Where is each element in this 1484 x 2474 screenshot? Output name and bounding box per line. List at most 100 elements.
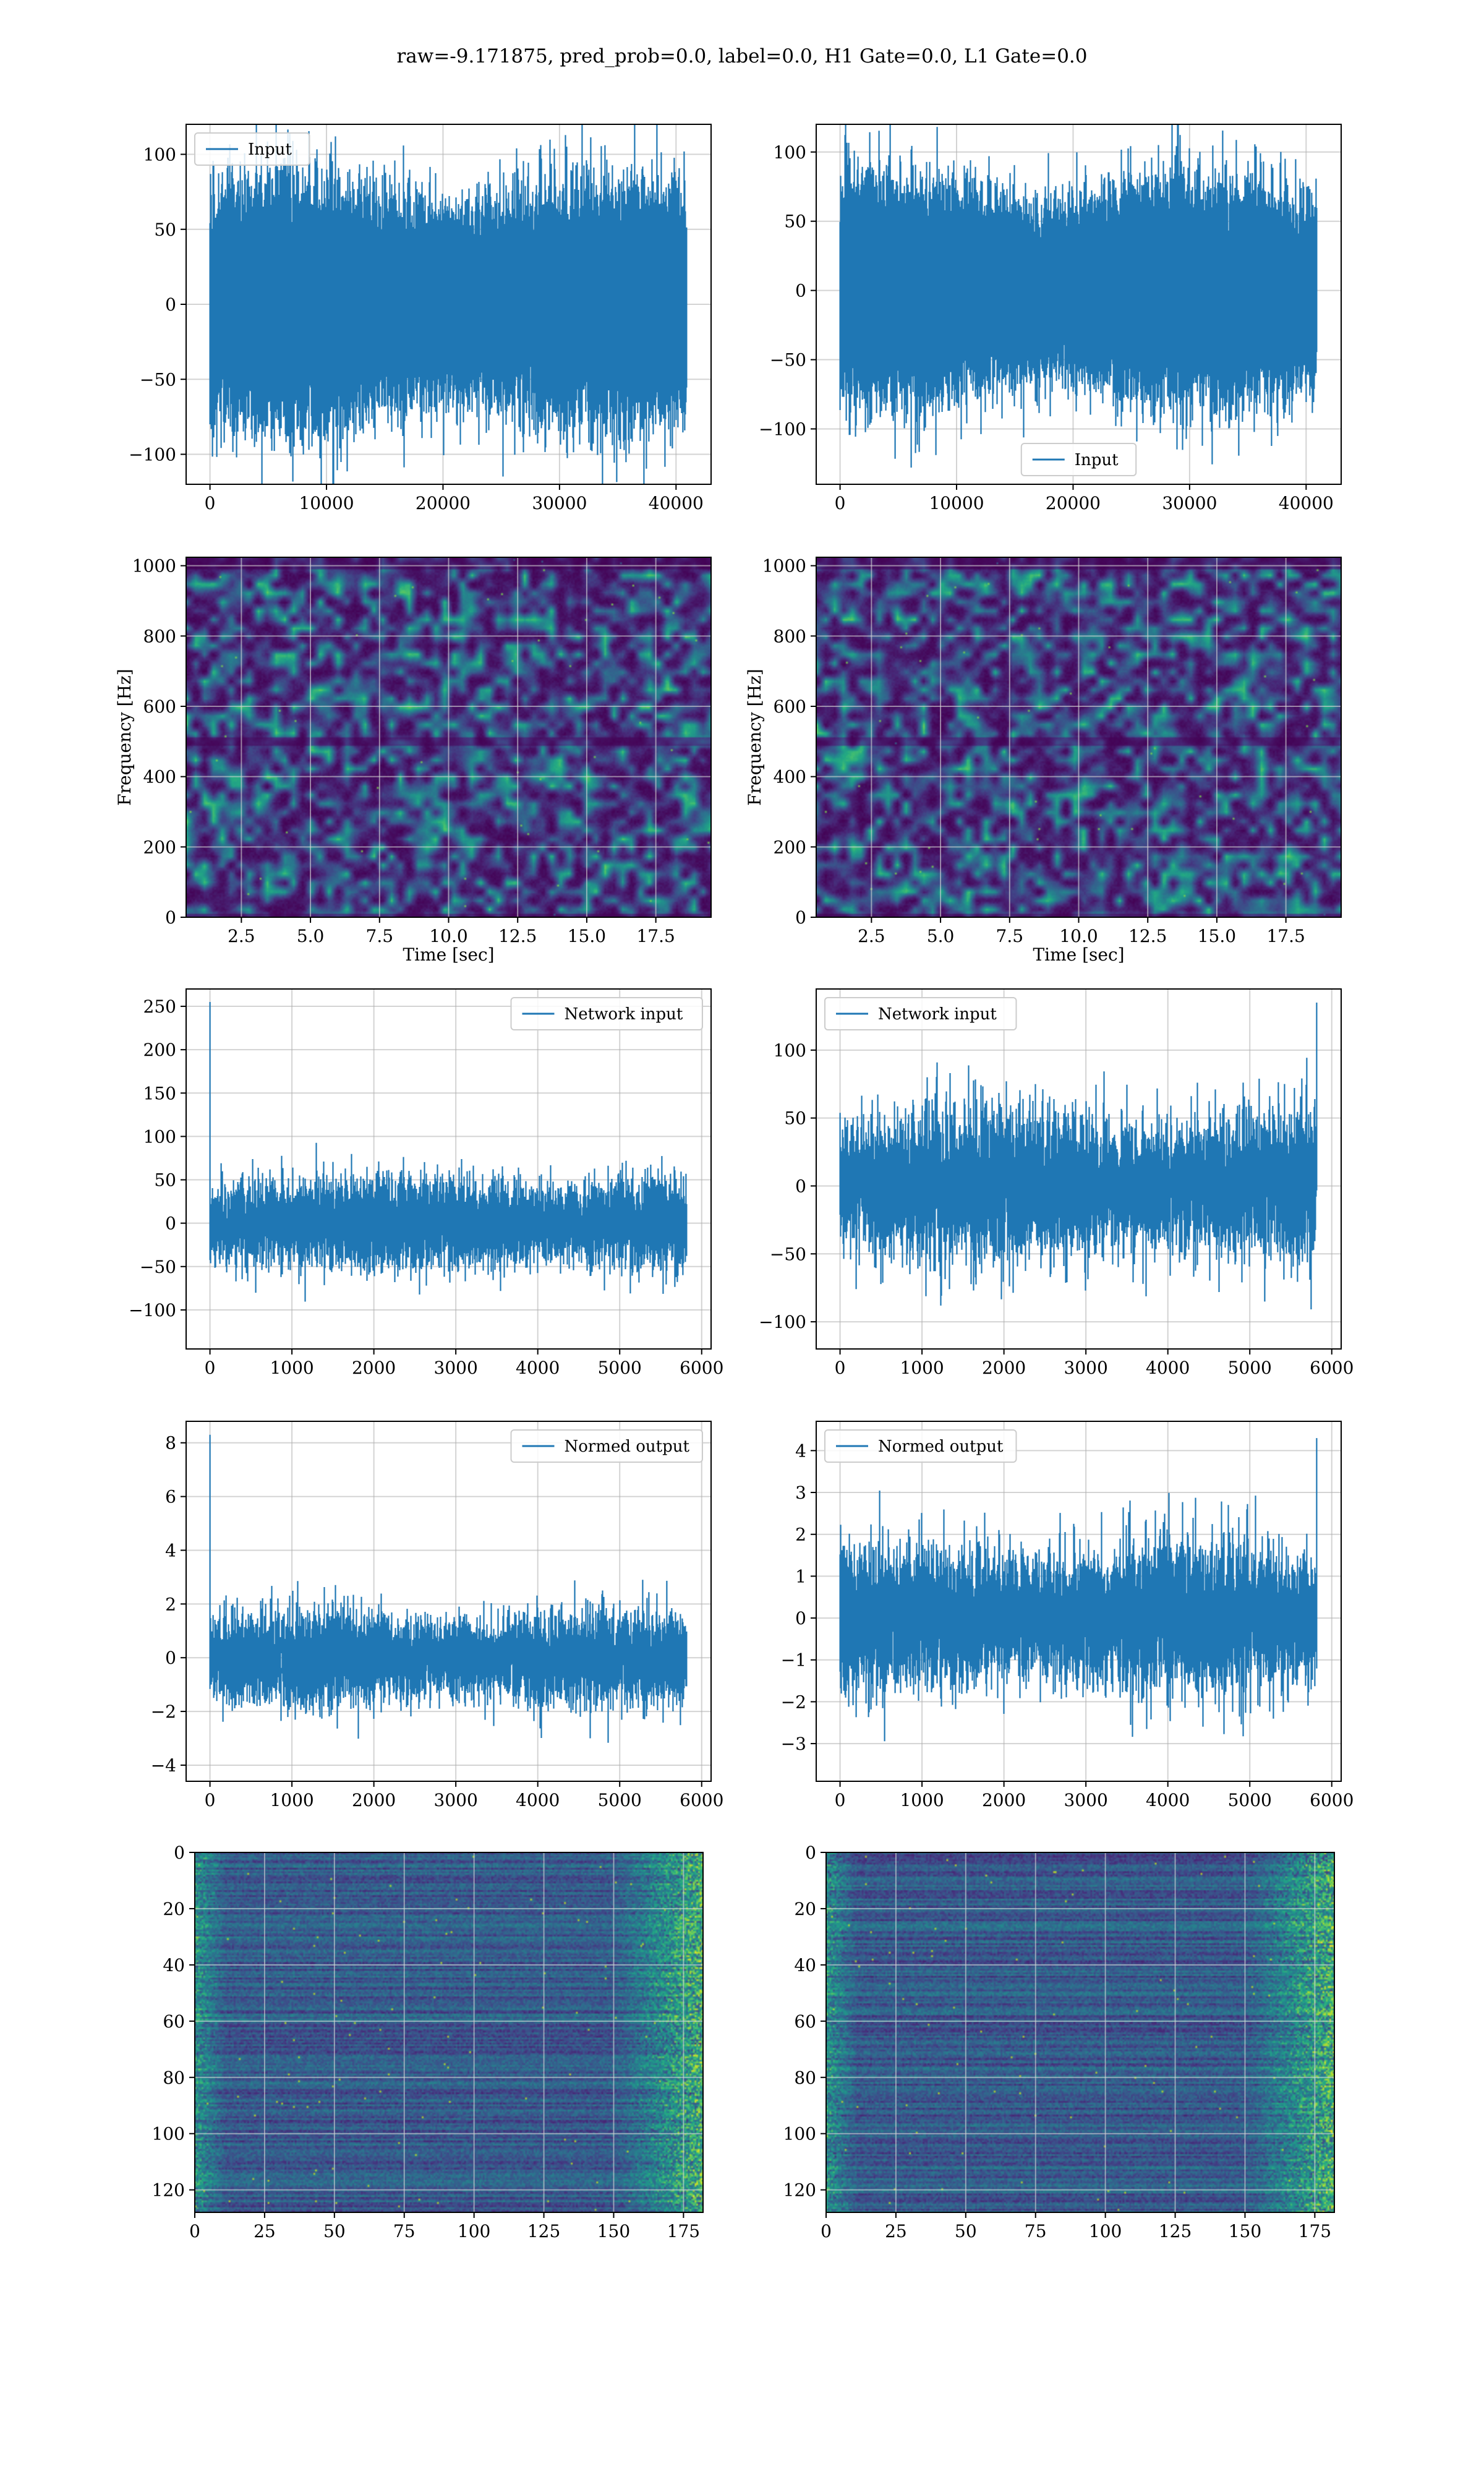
y-tick-label: 20	[163, 1899, 185, 1919]
y-tick-label: 200	[774, 837, 806, 857]
panel-input-h1: 0 10000 20000 30000 40000 −100 −50 0 50 100 Input	[129, 124, 712, 513]
y-tick-label: 800	[774, 626, 806, 646]
y-tick-label: 400	[143, 767, 176, 787]
series-line	[839, 124, 1318, 468]
x-tick-label: 150	[1229, 2221, 1261, 2241]
x-tick-label: 125	[1159, 2221, 1192, 2241]
legend-label: Normed output	[565, 1437, 690, 1456]
y-tick-label: −100	[759, 1312, 806, 1332]
axes-frame	[186, 1421, 712, 1782]
x-axis-label: Time [sec]	[1033, 944, 1124, 965]
x-tick-label: 50	[955, 2221, 977, 2241]
x-tick-label: 175	[1298, 2221, 1331, 2241]
x-tick-label: 4000	[516, 1790, 560, 1810]
axes-frame	[186, 988, 712, 1350]
y-tick-label: 60	[163, 2011, 185, 2032]
x-tick-label: 6000	[1310, 1790, 1354, 1810]
x-tick-label: 0	[835, 1358, 846, 1378]
x-tick-label: 1000	[900, 1790, 944, 1810]
legend-box	[824, 1429, 1017, 1463]
x-tick-label: 6000	[680, 1358, 723, 1378]
x-tick-label: 1000	[270, 1790, 313, 1810]
x-tick-label: 4000	[516, 1358, 560, 1378]
y-tick-label: −50	[140, 369, 176, 390]
y-tick-label: 2	[795, 1525, 806, 1545]
y-tick-label: 100	[774, 1040, 806, 1061]
y-tick-label: 600	[143, 696, 176, 717]
series-line	[839, 1003, 1318, 1309]
x-tick-label: 30000	[532, 493, 587, 513]
y-tick-label: −2	[151, 1701, 176, 1722]
y-tick-label: 4	[165, 1540, 176, 1560]
x-tick-label: 5000	[598, 1358, 642, 1378]
x-tick-label: 2000	[982, 1358, 1026, 1378]
y-tick-label: 0	[795, 1608, 806, 1629]
y-tick-label: −100	[129, 1300, 176, 1320]
y-tick-label: −2	[781, 1692, 806, 1712]
legend-label: Normed output	[878, 1437, 1004, 1456]
axes-frame	[194, 1852, 704, 2213]
x-tick-label: 10000	[299, 493, 354, 513]
y-tick-label: 80	[163, 2068, 185, 2088]
x-tick-label: 0	[835, 493, 846, 513]
x-tick-label: 40000	[649, 493, 704, 513]
legend-label: Network input	[878, 1005, 997, 1024]
y-tick-label: 0	[165, 907, 176, 928]
x-tick-label: 4000	[1146, 1358, 1190, 1378]
heatmap-image	[826, 1852, 1334, 2212]
x-tick-label: 2000	[352, 1358, 396, 1378]
panel-normed-output-l1: 0 1000 2000 3000 4000 5000 6000 −3 −2 −1 0 1 2 3 4 Norm…	[781, 1421, 1354, 1810]
y-tick-label: 2	[165, 1594, 176, 1614]
x-tick-label: 3000	[1064, 1790, 1108, 1810]
x-tick-label: 0	[205, 1790, 216, 1810]
x-tick-label: 7.5	[996, 926, 1024, 946]
x-axis-label: Time [sec]	[403, 944, 494, 965]
y-tick-label: 100	[152, 2124, 185, 2144]
x-tick-label: 125	[527, 2221, 560, 2241]
x-tick-label: 1000	[900, 1358, 944, 1378]
y-tick-label: 0	[795, 1176, 806, 1196]
legend: Network input	[510, 997, 703, 1030]
panel-input-l1: 0 10000 20000 30000 40000 −100 −50 0 50 100 Input	[759, 124, 1342, 513]
x-tick-label: 3000	[1064, 1358, 1108, 1378]
legend: Input	[1020, 443, 1137, 476]
x-tick-label: 20000	[416, 493, 471, 513]
axes-frame	[825, 1852, 1335, 2213]
y-tick-label: 600	[774, 696, 806, 717]
x-tick-label: 175	[667, 2221, 700, 2241]
x-tick-label: 0	[835, 1790, 846, 1810]
series-line	[839, 1438, 1318, 1742]
axes-frame	[816, 124, 1342, 485]
x-tick-label: 2.5	[858, 926, 885, 946]
x-tick-label: 100	[1089, 2221, 1122, 2241]
y-tick-label: 0	[795, 907, 806, 928]
y-tick-label: −100	[759, 419, 806, 439]
y-tick-label: 40	[163, 1955, 185, 1975]
y-tick-label: 100	[774, 142, 806, 163]
legend: Input	[194, 132, 310, 166]
y-tick-label: 4	[795, 1440, 806, 1461]
series-line	[209, 1434, 688, 1743]
x-tick-label: 12.5	[1128, 926, 1167, 946]
x-tick-label: 10.0	[1059, 926, 1098, 946]
x-tick-label: 1000	[270, 1358, 313, 1378]
x-tick-label: 100	[458, 2221, 490, 2241]
x-tick-label: 0	[189, 2221, 200, 2241]
y-tick-label: 1000	[762, 556, 806, 576]
y-tick-label: 1	[795, 1566, 806, 1586]
figure-suptitle: raw=-9.171875, pred_prob=0.0, label=0.0,…	[396, 45, 1087, 67]
legend-label: Input	[1075, 451, 1119, 469]
y-axis-label: Frequency [Hz]	[744, 669, 765, 805]
x-tick-label: 2000	[982, 1790, 1026, 1810]
y-tick-label: −3	[781, 1734, 806, 1754]
y-tick-label: −1	[781, 1650, 806, 1671]
x-tick-label: 5.0	[927, 926, 955, 946]
y-axis-label: Frequency [Hz]	[114, 669, 135, 805]
legend-label: Network input	[565, 1005, 683, 1024]
panel-spectrogram-h1: 2.5 5.0 7.5 10.0 12.5 15.0 17.5 0 200 400 600 800 10…	[114, 556, 712, 965]
y-tick-label: −4	[151, 1755, 176, 1776]
x-tick-label: 15.0	[1198, 926, 1236, 946]
x-tick-label: 0	[205, 1358, 216, 1378]
y-tick-label: 50	[154, 220, 176, 240]
